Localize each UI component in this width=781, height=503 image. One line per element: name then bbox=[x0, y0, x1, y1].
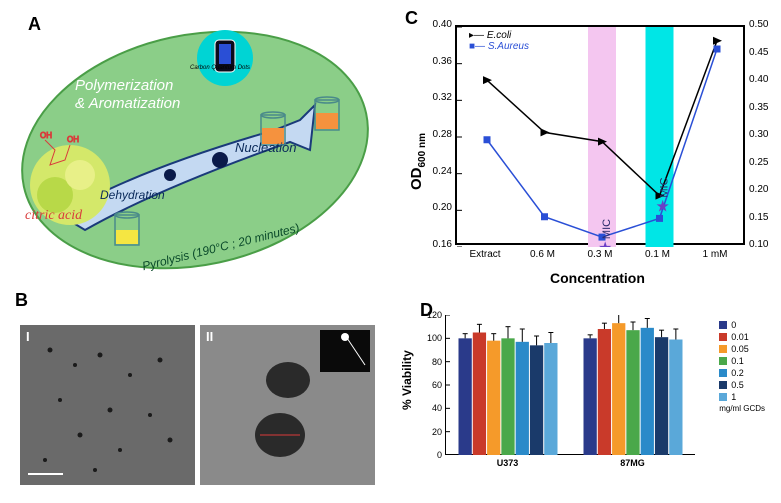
d-ytick: 120 bbox=[422, 310, 442, 320]
svg-text:OH: OH bbox=[67, 135, 79, 144]
d-ytick: 60 bbox=[422, 380, 442, 390]
figure-container: A OH OH bbox=[0, 0, 781, 503]
svg-text:OH: OH bbox=[40, 131, 52, 140]
text-aromatization: & Aromatization bbox=[75, 95, 180, 112]
svg-text:MIC: MIC bbox=[601, 219, 613, 239]
legend-d-item: 0.5 bbox=[719, 380, 765, 390]
ylabel-text: OD bbox=[408, 168, 425, 191]
ytick-left: 0.16 bbox=[428, 239, 452, 250]
ytick-right: 0.10 bbox=[749, 239, 768, 250]
panel-d-chart: % Viability 0 0.01 0.05 0.1 0.2 0.5 1 mg/ml GC… bbox=[400, 300, 770, 495]
tem-ii-label: II bbox=[206, 329, 213, 344]
ytick-left: 0.20 bbox=[428, 202, 452, 213]
legend-swatch bbox=[719, 345, 727, 353]
legend-cat: 1 bbox=[731, 392, 736, 402]
chart-d-area bbox=[445, 315, 695, 455]
ytick-left: 0.32 bbox=[428, 92, 452, 103]
legend-d-title: mg/ml GCDs bbox=[719, 404, 765, 413]
xtick: Extract bbox=[465, 249, 505, 260]
panel-b-tem: I II bbox=[5, 310, 385, 490]
ytick-right: 0.40 bbox=[749, 74, 768, 85]
legend-cat: 0.05 bbox=[731, 344, 749, 354]
xtick: 0.6 M bbox=[523, 249, 563, 260]
legend-d-item: 0.01 bbox=[719, 332, 765, 342]
ylabel-sub: 600 nm bbox=[417, 133, 428, 167]
svg-text:★: ★ bbox=[598, 240, 612, 247]
text-cqd: Carbon Quantum Dots bbox=[190, 65, 250, 71]
ytick-right: 0.35 bbox=[749, 102, 768, 113]
panel-b-label: B bbox=[15, 290, 28, 311]
xtick: 0.1 M bbox=[638, 249, 678, 260]
legend-swatch bbox=[719, 357, 727, 365]
ytick-right: 0.45 bbox=[749, 47, 768, 58]
ytick-left: 0.28 bbox=[428, 129, 452, 140]
chart-c-legend: ▸— E.coli ■— S.Aureus bbox=[465, 28, 533, 54]
legend-swatch bbox=[719, 381, 727, 389]
d-ytick: 20 bbox=[422, 427, 442, 437]
chart-c-svg: ★MIC★MIC bbox=[457, 27, 747, 247]
d-ytick: 40 bbox=[422, 403, 442, 413]
svg-text:MIC: MIC bbox=[659, 177, 671, 197]
text-polymerization: Polymerization bbox=[75, 77, 173, 94]
legend-cat: 0.5 bbox=[731, 380, 744, 390]
tem-ii-svg bbox=[200, 325, 375, 485]
legend-ecoli: ▸— E.coli bbox=[469, 30, 529, 41]
legend-swatch bbox=[719, 393, 727, 401]
legend-swatch bbox=[719, 369, 727, 377]
ytick-right: 0.50 bbox=[749, 19, 768, 30]
chart-d-legend: 0 0.01 0.05 0.1 0.2 0.5 1 mg/ml GCDs bbox=[719, 320, 765, 413]
chart-c-xlabel: Concentration bbox=[550, 270, 645, 286]
text-citric: citric acid bbox=[25, 208, 82, 224]
xtick: 1 mM bbox=[695, 249, 735, 260]
chart-d-svg bbox=[446, 315, 696, 455]
legend-cat: 0.2 bbox=[731, 368, 744, 378]
d-ytick: 0 bbox=[422, 450, 442, 460]
legend-d-item: 0.1 bbox=[719, 356, 765, 366]
legend-d-item: 1 bbox=[719, 392, 765, 402]
svg-text:★: ★ bbox=[656, 199, 670, 216]
legend-d-item: 0.05 bbox=[719, 344, 765, 354]
d-group-label: U373 bbox=[483, 458, 533, 468]
panel-c-chart: ★MIC★MIC OD600 nm Concentration ▸— E.col… bbox=[400, 10, 770, 290]
chart-d-ylabel: % Viability bbox=[400, 350, 414, 410]
chart-c-ylabel: OD600 nm bbox=[408, 133, 428, 190]
tem-image-i: I bbox=[20, 325, 195, 485]
legend-cat: 0.1 bbox=[731, 356, 744, 366]
tem-i-label: I bbox=[26, 329, 30, 344]
legend-saureus-text: S.Aureus bbox=[488, 41, 529, 52]
legend-d-item: 0 bbox=[719, 320, 765, 330]
text-dehydration: Dehydration bbox=[100, 188, 165, 202]
ytick-left: 0.40 bbox=[428, 19, 452, 30]
tem-image-ii: II bbox=[200, 325, 375, 485]
legend-swatch bbox=[719, 321, 727, 329]
legend-cat: 0.01 bbox=[731, 332, 749, 342]
d-group-label: 87MG bbox=[608, 458, 658, 468]
d-ytick: 100 bbox=[422, 333, 442, 343]
ytick-right: 0.20 bbox=[749, 184, 768, 195]
ytick-left: 0.24 bbox=[428, 166, 452, 177]
panel-a-schematic: OH OH Polym bbox=[5, 10, 385, 280]
tem-i-svg bbox=[20, 325, 195, 485]
text-nucleation: Nucleation bbox=[235, 140, 296, 155]
ytick-right: 0.25 bbox=[749, 157, 768, 168]
xtick: 0.3 M bbox=[580, 249, 620, 260]
d-ytick: 80 bbox=[422, 357, 442, 367]
ytick-left: 0.36 bbox=[428, 56, 452, 67]
ytick-right: 0.30 bbox=[749, 129, 768, 140]
legend-d-item: 0.2 bbox=[719, 368, 765, 378]
legend-swatch bbox=[719, 333, 727, 341]
legend-ecoli-text: E.coli bbox=[487, 30, 511, 41]
ytick-right: 0.15 bbox=[749, 212, 768, 223]
schematic-svg: OH OH bbox=[15, 20, 375, 270]
legend-saureus: ■— S.Aureus bbox=[469, 41, 529, 52]
legend-cat: 0 bbox=[731, 320, 736, 330]
chart-c-area: ★MIC★MIC bbox=[455, 25, 745, 245]
